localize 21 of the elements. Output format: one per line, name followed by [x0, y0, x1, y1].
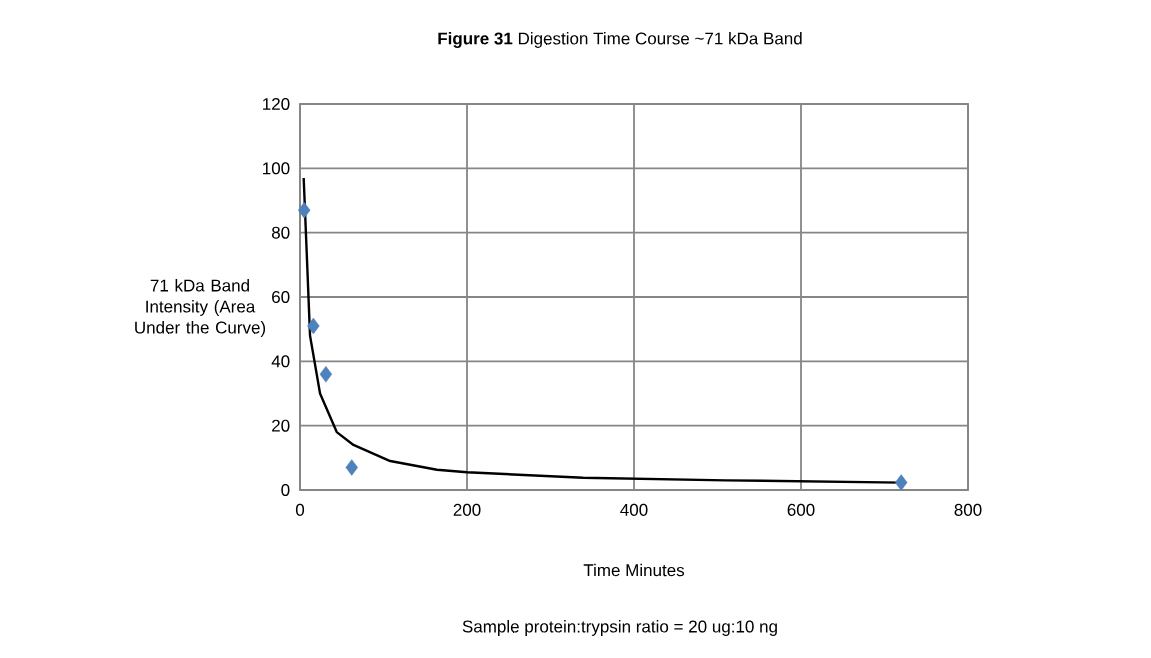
point — [345, 459, 358, 476]
y-axis-title: 71 kDa Band Intensity (Area Under the Curve) — [135, 279, 266, 337]
x-tick-label: 600 — [787, 503, 815, 516]
y-tick-label: 100 — [263, 162, 290, 175]
y-tick-label: 80 — [271, 226, 290, 239]
point — [319, 365, 333, 383]
y-tick-label: 20 — [272, 419, 290, 432]
x-tick-label: 200 — [453, 503, 481, 516]
x-tick-label: 0 — [295, 503, 305, 516]
text: Sample protein:trypsin ratio = 20 ug:10 ng — [462, 620, 777, 636]
y-tick-label: 0 — [281, 483, 290, 497]
point — [895, 474, 908, 491]
y-tick-label: 40 — [271, 355, 290, 368]
x-axis-title: Time Minutes — [583, 563, 685, 577]
y-tick-label: 120 — [263, 97, 290, 111]
x-tick-label: 800 — [954, 503, 982, 516]
point — [307, 317, 320, 335]
chart-title: Figure 31 Digestion Time Course ~71 kDa Band — [438, 32, 802, 48]
y-tick-label: 60 — [272, 290, 290, 304]
x-tick-label: 400 — [620, 503, 648, 516]
point — [297, 201, 311, 219]
